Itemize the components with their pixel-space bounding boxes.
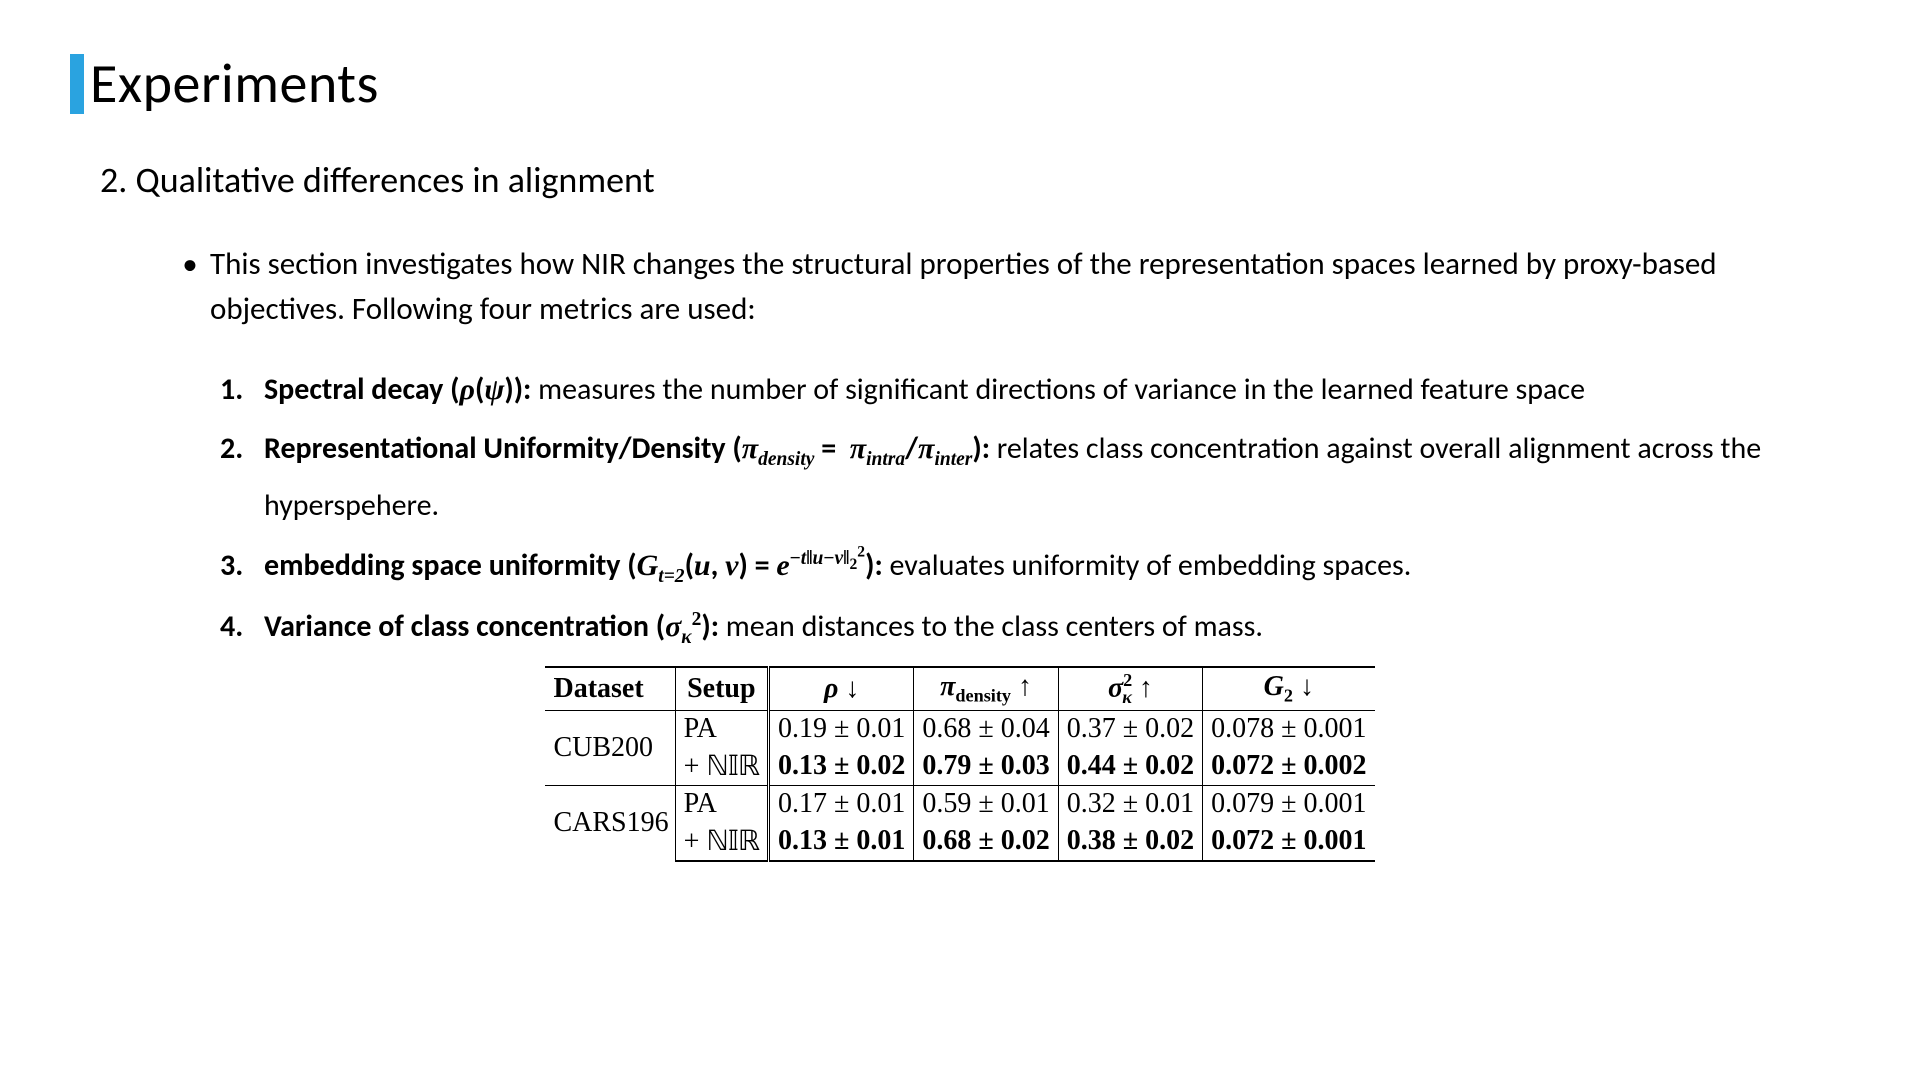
accent-bar xyxy=(70,54,84,114)
cell-rho: 0.19 ± 0.01 xyxy=(769,710,914,747)
metrics-list: 1. Spectral decay (ρ(ψ)): measures the n… xyxy=(220,362,1820,656)
metric-2-body: Representational Uniformity/Density (πde… xyxy=(264,421,1820,534)
cell-pi: 0.68 ± 0.04 xyxy=(914,710,1058,747)
col-rho: ρ ↓ xyxy=(769,667,914,710)
intro-text: This section investigates how NIR change… xyxy=(210,242,1810,332)
cell-sigma: 0.37 ± 0.02 xyxy=(1058,710,1202,747)
intro-bullet: • This section investigates how NIR chan… xyxy=(170,242,1810,332)
cell-setup-nir: + ℕ𝕀ℝ xyxy=(675,822,768,861)
cell-setup: PA xyxy=(675,710,768,747)
cell-pi: 0.59 ± 0.01 xyxy=(914,785,1058,822)
slide-title: Experiments xyxy=(90,50,379,118)
bullet-dot: • xyxy=(170,242,210,332)
section-subtitle: 2. Qualitative differences in alignment xyxy=(100,158,1850,202)
cell-g2: 0.072 ± 0.001 xyxy=(1203,822,1375,861)
metric-3-num: 3. xyxy=(220,538,264,595)
table-row: CUB200 PA 0.19 ± 0.01 0.68 ± 0.04 0.37 ±… xyxy=(545,710,1374,747)
cell-pi: 0.68 ± 0.02 xyxy=(914,822,1058,861)
col-pi: πdensity ↑ xyxy=(914,667,1058,710)
results-table-wrap: Dataset Setup ρ ↓ πdensity ↑ σ2κ ↑ G2 ↓ … xyxy=(70,666,1850,862)
metric-4-num: 4. xyxy=(220,599,264,656)
metric-2-num: 2. xyxy=(220,421,264,534)
cell-dataset-cars: CARS196 xyxy=(545,785,675,861)
col-sigma: σ2κ ↑ xyxy=(1058,667,1202,710)
metric-4-desc: mean distances to the class centers of m… xyxy=(719,608,1263,645)
cell-rho: 0.13 ± 0.01 xyxy=(769,822,914,861)
metric-1-num: 1. xyxy=(220,362,264,418)
metric-1-desc: measures the number of significant direc… xyxy=(531,371,1585,408)
cell-setup-nir: + ℕ𝕀ℝ xyxy=(675,747,768,786)
metric-3: 3. embedding space uniformity (Gt=2(u, v… xyxy=(220,538,1820,595)
cell-dataset-cub: CUB200 xyxy=(545,710,675,785)
metric-4: 4. Variance of class concentration (σκ2)… xyxy=(220,599,1820,656)
cell-setup: PA xyxy=(675,785,768,822)
cell-g2: 0.079 ± 0.001 xyxy=(1203,785,1375,822)
col-setup: Setup xyxy=(675,667,768,710)
cell-pi: 0.79 ± 0.03 xyxy=(914,747,1058,786)
slide-title-row: Experiments xyxy=(70,50,1850,118)
results-table: Dataset Setup ρ ↓ πdensity ↑ σ2κ ↑ G2 ↓ … xyxy=(545,666,1374,862)
cell-g2: 0.078 ± 0.001 xyxy=(1203,710,1375,747)
metric-3-desc: evaluates uniformity of embedding spaces… xyxy=(883,547,1412,584)
col-g2: G2 ↓ xyxy=(1203,667,1375,710)
cell-rho: 0.13 ± 0.02 xyxy=(769,747,914,786)
cell-sigma: 0.32 ± 0.01 xyxy=(1058,785,1202,822)
col-dataset: Dataset xyxy=(545,667,675,710)
metric-4-body: Variance of class concentration (σκ2): m… xyxy=(264,599,1820,656)
metric-3-body: embedding space uniformity (Gt=2(u, v) =… xyxy=(264,538,1820,595)
cell-g2: 0.072 ± 0.002 xyxy=(1203,747,1375,786)
cell-sigma: 0.38 ± 0.02 xyxy=(1058,822,1202,861)
table-row: CARS196 PA 0.17 ± 0.01 0.59 ± 0.01 0.32 … xyxy=(545,785,1374,822)
cell-rho: 0.17 ± 0.01 xyxy=(769,785,914,822)
metric-2: 2. Representational Uniformity/Density (… xyxy=(220,421,1820,534)
metric-1: 1. Spectral decay (ρ(ψ)): measures the n… xyxy=(220,362,1820,418)
metric-1-body: Spectral decay (ρ(ψ)): measures the numb… xyxy=(264,362,1820,418)
cell-sigma: 0.44 ± 0.02 xyxy=(1058,747,1202,786)
table-header-row: Dataset Setup ρ ↓ πdensity ↑ σ2κ ↑ G2 ↓ xyxy=(545,667,1374,710)
